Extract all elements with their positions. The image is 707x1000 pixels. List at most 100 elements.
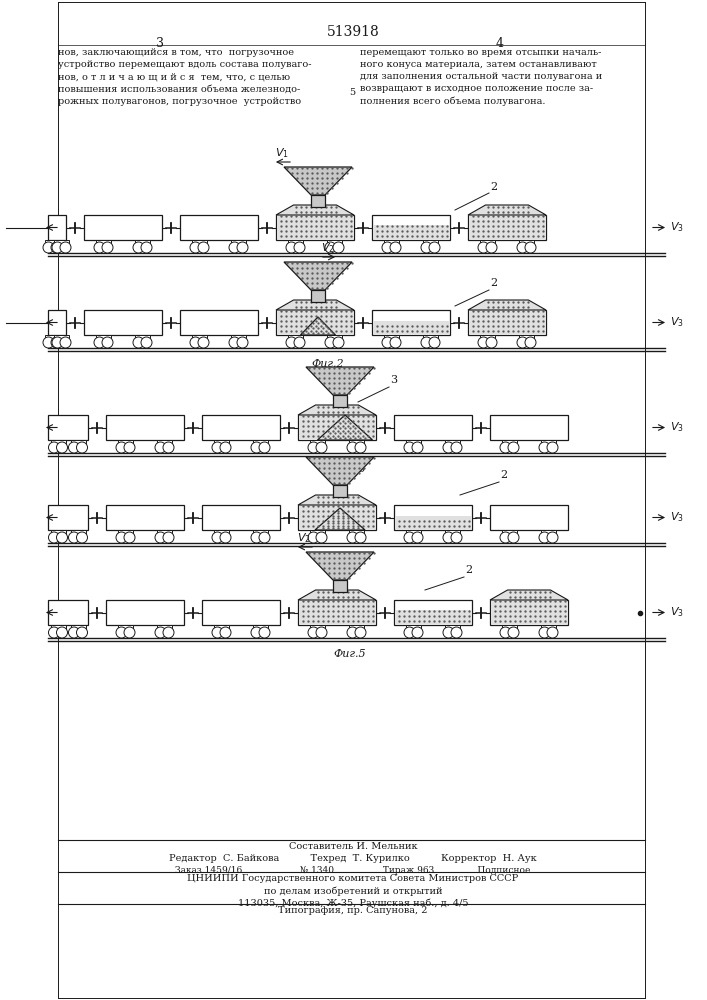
Circle shape — [124, 627, 135, 638]
Text: $V_3$: $V_3$ — [670, 606, 684, 619]
Circle shape — [116, 532, 127, 543]
Circle shape — [57, 627, 67, 638]
Bar — [50, 440, 66, 444]
Circle shape — [517, 337, 528, 348]
Circle shape — [412, 532, 423, 543]
Circle shape — [94, 242, 105, 253]
Circle shape — [517, 242, 528, 253]
Bar — [231, 334, 246, 340]
Circle shape — [486, 242, 497, 253]
Text: $V_3$: $V_3$ — [670, 316, 684, 329]
Circle shape — [333, 337, 344, 348]
Bar — [71, 440, 86, 444]
Bar — [469, 215, 545, 239]
Bar — [54, 334, 69, 340]
Text: Заказ 1459/16                    № 1340                 Тираж 963               : Заказ 1459/16 № 1340 Тираж 963 — [175, 866, 531, 875]
Bar — [106, 600, 184, 625]
Circle shape — [49, 532, 59, 543]
Bar — [135, 334, 150, 340]
Circle shape — [404, 627, 415, 638]
Text: $V_2$: $V_2$ — [321, 241, 334, 255]
Circle shape — [43, 242, 54, 253]
Bar — [423, 334, 438, 340]
Bar — [135, 239, 150, 244]
Circle shape — [294, 337, 305, 348]
Circle shape — [355, 532, 366, 543]
Polygon shape — [298, 405, 376, 415]
Circle shape — [141, 242, 152, 253]
Bar — [310, 440, 325, 444]
Text: 513918: 513918 — [327, 25, 380, 39]
Circle shape — [486, 337, 497, 348]
Circle shape — [451, 532, 462, 543]
Bar — [84, 215, 162, 240]
Circle shape — [390, 337, 401, 348]
Circle shape — [547, 442, 558, 453]
Text: 2: 2 — [500, 470, 507, 480]
Bar — [214, 530, 229, 534]
Circle shape — [347, 532, 358, 543]
Bar — [48, 310, 66, 335]
Bar — [519, 239, 534, 244]
Circle shape — [259, 627, 270, 638]
Circle shape — [133, 337, 144, 348]
Circle shape — [102, 337, 113, 348]
Circle shape — [52, 242, 63, 253]
Circle shape — [316, 627, 327, 638]
Bar — [349, 440, 364, 444]
Circle shape — [251, 442, 262, 453]
Bar — [157, 624, 172, 630]
Bar — [277, 310, 353, 334]
Text: Составитель И. Мельник: Составитель И. Мельник — [288, 842, 417, 851]
Bar — [276, 310, 354, 335]
Circle shape — [325, 337, 336, 348]
Bar — [469, 310, 545, 334]
Circle shape — [355, 627, 366, 638]
Circle shape — [508, 442, 519, 453]
Bar — [106, 415, 184, 440]
Circle shape — [525, 242, 536, 253]
Circle shape — [539, 627, 550, 638]
Circle shape — [429, 242, 440, 253]
Polygon shape — [284, 262, 352, 290]
Circle shape — [124, 532, 135, 543]
Circle shape — [286, 242, 297, 253]
Circle shape — [316, 442, 327, 453]
Circle shape — [429, 337, 440, 348]
Bar — [333, 485, 347, 497]
Circle shape — [49, 627, 59, 638]
Circle shape — [421, 242, 432, 253]
Circle shape — [116, 627, 127, 638]
Circle shape — [69, 627, 79, 638]
Bar — [50, 530, 66, 534]
Bar — [502, 624, 517, 630]
Circle shape — [76, 532, 88, 543]
Circle shape — [190, 337, 201, 348]
Polygon shape — [284, 167, 352, 195]
Polygon shape — [315, 508, 365, 530]
Bar — [96, 334, 111, 340]
Circle shape — [412, 627, 423, 638]
Text: 2: 2 — [490, 278, 497, 288]
Circle shape — [412, 442, 423, 453]
Bar — [349, 624, 364, 630]
Bar — [214, 624, 229, 630]
Circle shape — [547, 627, 558, 638]
Polygon shape — [276, 205, 354, 215]
Bar — [118, 440, 133, 444]
Circle shape — [76, 627, 88, 638]
Text: 3: 3 — [390, 375, 397, 385]
Text: 5: 5 — [349, 88, 355, 97]
Bar — [480, 239, 495, 244]
Circle shape — [500, 442, 511, 453]
Text: 4: 4 — [496, 37, 504, 50]
Circle shape — [155, 532, 166, 543]
Bar — [253, 440, 268, 444]
Circle shape — [69, 532, 79, 543]
Circle shape — [190, 242, 201, 253]
Circle shape — [57, 442, 67, 453]
Text: Фиг.2: Фиг.2 — [312, 359, 344, 369]
Bar — [384, 239, 399, 244]
Circle shape — [198, 242, 209, 253]
Bar — [394, 415, 472, 440]
